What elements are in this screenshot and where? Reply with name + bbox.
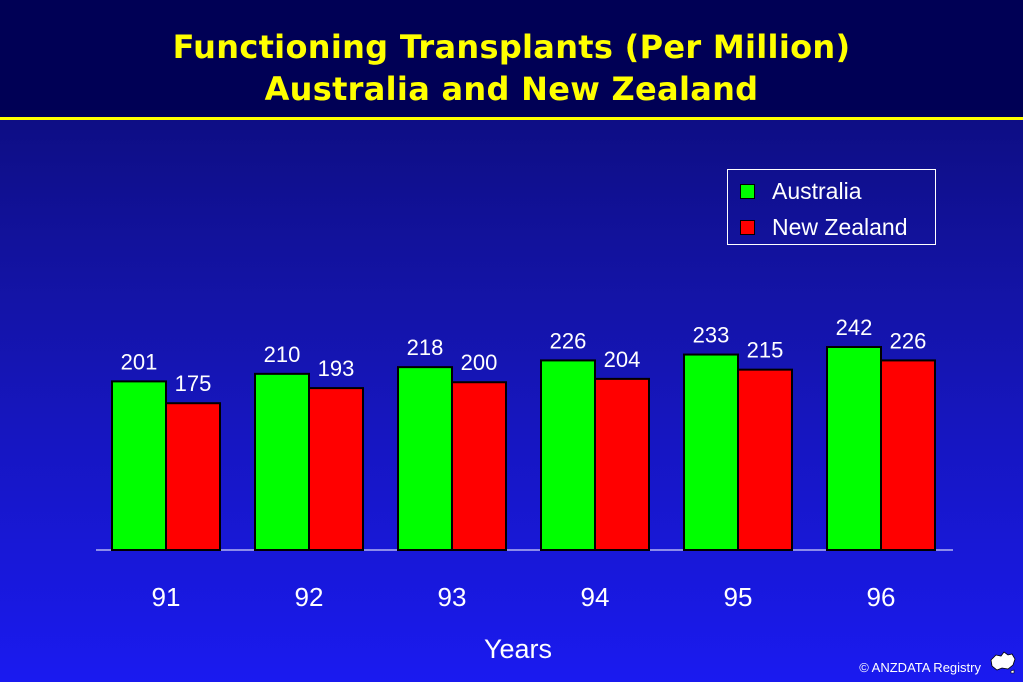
data-label-australia-93: 218 <box>407 335 444 360</box>
bar-australia-93 <box>397 366 453 551</box>
bar-australia-94 <box>540 359 596 551</box>
x-tick-label-91: 91 <box>152 582 181 612</box>
copyright-text: © ANZDATA Registry <box>859 660 981 675</box>
bar-australia-91 <box>111 380 167 551</box>
data-label-new-zealand-91: 175 <box>175 371 212 396</box>
data-label-new-zealand-95: 215 <box>747 338 784 363</box>
legend-item-australia: Australia <box>740 177 862 204</box>
legend-swatch-new-zealand <box>740 219 755 235</box>
data-label-new-zealand-94: 204 <box>604 347 641 372</box>
legend-item-new-zealand: New Zealand <box>740 213 908 240</box>
bar-new-zealand-91 <box>165 402 221 551</box>
data-label-australia-91: 201 <box>121 349 158 374</box>
x-tick-label-92: 92 <box>295 582 324 612</box>
bar-new-zealand-94 <box>594 377 650 551</box>
chart-title-line1: Functioning Transplants (Per Million) <box>172 28 851 66</box>
data-label-australia-95: 233 <box>693 323 730 348</box>
legend-label-new-zealand: New Zealand <box>772 213 908 240</box>
x-tick-label-94: 94 <box>581 582 610 612</box>
data-label-new-zealand-92: 193 <box>318 356 355 381</box>
x-axis-label: Years <box>484 634 552 664</box>
x-tick-label-95: 95 <box>724 582 753 612</box>
title-banner: Functioning Transplants (Per Million) Au… <box>0 0 1023 120</box>
legend-swatch-australia <box>740 183 755 199</box>
bar-new-zealand-92 <box>308 387 364 551</box>
data-label-new-zealand-93: 200 <box>461 350 498 375</box>
bar-new-zealand-95 <box>737 368 793 552</box>
chart-title-line2: Australia and New Zealand <box>264 70 759 108</box>
data-label-australia-92: 210 <box>264 342 301 367</box>
bar-australia-92 <box>254 372 310 552</box>
legend-label-australia: Australia <box>772 177 862 204</box>
australia-map-icon <box>990 651 1016 674</box>
x-tick-label-93: 93 <box>438 582 467 612</box>
data-label-australia-94: 226 <box>550 328 587 353</box>
chart-legend: Australia New Zealand <box>727 169 936 245</box>
bar-australia-95 <box>683 353 739 551</box>
data-label-new-zealand-96: 226 <box>890 328 927 353</box>
bar-new-zealand-93 <box>451 381 507 552</box>
data-label-australia-96: 242 <box>836 315 873 340</box>
bar-new-zealand-96 <box>880 359 936 551</box>
bar-australia-96 <box>826 346 882 551</box>
x-tick-label-96: 96 <box>867 582 896 612</box>
